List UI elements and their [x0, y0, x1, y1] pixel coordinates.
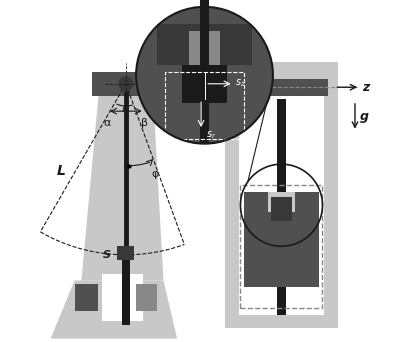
- Bar: [240, 185, 322, 308]
- Polygon shape: [81, 96, 164, 280]
- Text: $s_r$: $s_r$: [206, 129, 216, 141]
- Bar: [74, 284, 99, 311]
- Bar: [271, 197, 292, 221]
- Bar: [225, 62, 338, 79]
- Bar: [122, 246, 130, 325]
- Bar: [200, 0, 209, 144]
- Bar: [324, 62, 338, 328]
- Bar: [157, 24, 252, 65]
- Bar: [277, 99, 285, 315]
- Bar: [117, 246, 135, 260]
- Text: S: S: [103, 250, 111, 260]
- Bar: [268, 192, 295, 212]
- Bar: [165, 72, 244, 139]
- Bar: [235, 79, 328, 96]
- Bar: [189, 31, 220, 65]
- Bar: [225, 315, 338, 328]
- Bar: [136, 284, 157, 311]
- Circle shape: [118, 76, 133, 91]
- Circle shape: [136, 7, 273, 144]
- Text: L: L: [56, 164, 65, 178]
- Text: $s_z$: $s_z$: [235, 77, 245, 89]
- Bar: [225, 62, 239, 328]
- Polygon shape: [51, 280, 177, 339]
- Text: r: r: [122, 104, 126, 115]
- Bar: [182, 65, 227, 103]
- Bar: [102, 274, 143, 321]
- Text: β: β: [141, 118, 148, 128]
- Text: g: g: [360, 110, 369, 123]
- Bar: [244, 192, 319, 287]
- Text: α: α: [103, 118, 111, 128]
- Text: φ: φ: [151, 169, 159, 180]
- Bar: [92, 72, 160, 96]
- Text: z: z: [362, 81, 369, 94]
